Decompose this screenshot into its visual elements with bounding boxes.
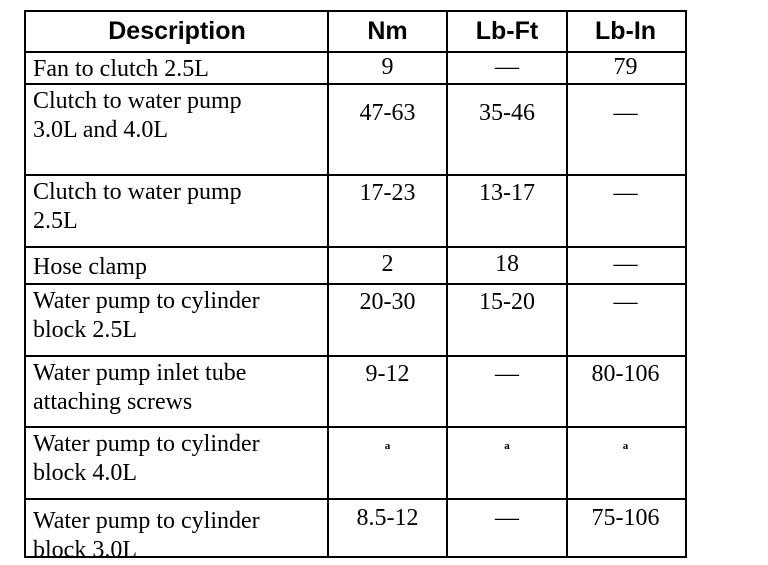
table-row: Clutch to water pump 2.5L 17-23 13-17 —	[26, 176, 685, 248]
header-description: Description	[108, 17, 246, 45]
table-row: Water pump to cylinder block 3.0L 8.5-12 …	[26, 500, 685, 563]
description-line: 2.5L	[33, 208, 78, 234]
lb-ft-cell: 18	[495, 251, 519, 277]
nm-cell: a	[328, 428, 447, 498]
column-divider	[327, 12, 329, 556]
description-line: block 4.0L	[33, 460, 137, 486]
footnote-marker: a	[504, 440, 510, 452]
nm-cell: 8.5-12	[356, 505, 419, 531]
lb-in-cell: 79	[613, 54, 638, 80]
table-row: Water pump to cylinder block 4.0L a a a	[26, 428, 685, 500]
lb-in-cell: a	[567, 428, 684, 498]
lb-in-cell: —	[613, 289, 638, 315]
nm-cell: 2	[381, 251, 394, 277]
lb-ft-cell: —	[495, 54, 519, 80]
header-lb-ft: Lb-Ft	[475, 17, 539, 45]
description-line: Water pump to cylinder	[33, 508, 260, 534]
lb-ft-cell: —	[495, 361, 519, 387]
table-row: Hose clamp 2 18 —	[26, 248, 685, 285]
column-divider	[446, 12, 448, 556]
description-cell: Clutch to water pump 2.5L	[26, 176, 328, 246]
table-row: Clutch to water pump 3.0L and 4.0L 47-63 …	[26, 85, 685, 176]
nm-cell: 17-23	[359, 180, 416, 206]
nm-cell: 9-12	[365, 361, 410, 387]
description-cell: Water pump to cylinder block 2.5L	[26, 285, 328, 355]
description-line: Clutch to water pump	[33, 179, 242, 205]
description-line: block 3.0L	[33, 537, 137, 563]
description-line: block 2.5L	[33, 317, 137, 343]
nm-cell: 9	[381, 54, 394, 80]
lb-in-cell: —	[613, 180, 638, 206]
description-cell: Water pump to cylinder block 4.0L	[26, 428, 328, 498]
description-cell: Hose clamp	[26, 248, 328, 283]
lb-in-cell: 80-106	[591, 361, 660, 387]
lb-ft-cell: 15-20	[479, 289, 535, 315]
description-line: Water pump inlet tube	[33, 360, 247, 386]
description-line: Fan to clutch 2.5L	[33, 56, 209, 82]
description-cell: Fan to clutch 2.5L	[26, 53, 328, 83]
footnote-marker: a	[384, 440, 391, 452]
nm-cell: 47-63	[359, 100, 416, 126]
header-nm: Nm	[367, 17, 408, 45]
description-cell: Water pump inlet tube attaching screws	[26, 357, 328, 426]
description-cell: Clutch to water pump 3.0L and 4.0L	[26, 85, 328, 174]
footnote-marker: a	[622, 440, 629, 452]
description-line: Hose clamp	[33, 254, 147, 280]
lb-ft-cell: —	[495, 505, 519, 531]
lb-in-cell: 75-106	[591, 505, 660, 531]
description-line: Clutch to water pump	[33, 88, 242, 114]
column-divider	[566, 12, 568, 556]
lb-in-cell: —	[613, 100, 638, 126]
description-line: attaching screws	[33, 389, 193, 415]
table-row: Water pump inlet tube attaching screws 9-…	[26, 357, 685, 428]
description-line: 3.0L and 4.0L	[33, 117, 169, 143]
lb-in-cell: —	[613, 251, 638, 277]
lb-ft-cell: a	[447, 428, 567, 498]
header-lb-in: Lb-In	[594, 17, 657, 45]
description-line: Water pump to cylinder	[33, 431, 260, 457]
torque-spec-table: Description Nm Lb-Ft Lb-In Fan to clutch…	[24, 10, 687, 563]
lb-ft-cell: 35-46	[479, 100, 535, 126]
table-row: Water pump to cylinder block 2.5L 20-30 1…	[26, 285, 685, 357]
table-header: Description Nm Lb-Ft Lb-In	[26, 12, 685, 53]
description-line: Water pump to cylinder	[33, 288, 260, 314]
lb-ft-cell: 13-17	[479, 180, 535, 206]
nm-cell: 20-30	[359, 289, 416, 315]
description-cell: Water pump to cylinder block 3.0L	[26, 500, 328, 563]
table-row: Fan to clutch 2.5L 9 — 79	[26, 53, 685, 85]
